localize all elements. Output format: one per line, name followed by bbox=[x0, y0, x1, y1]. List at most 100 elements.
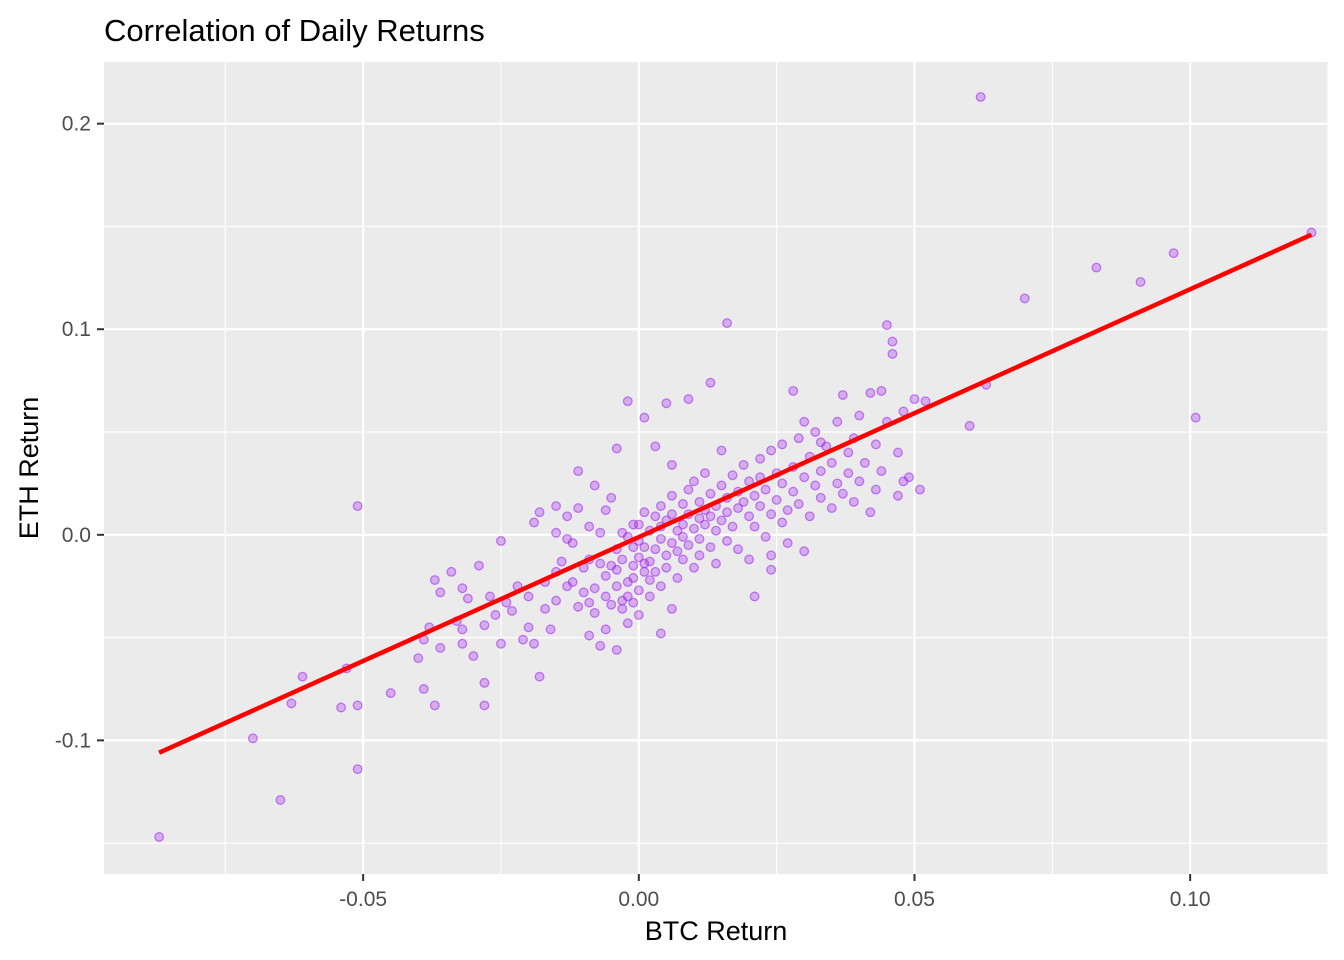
data-point bbox=[457, 638, 468, 649]
data-point bbox=[749, 521, 760, 532]
data-point bbox=[661, 562, 672, 573]
grid-lines bbox=[104, 62, 1329, 874]
data-point bbox=[915, 484, 925, 495]
data-point bbox=[639, 566, 650, 577]
data-point bbox=[655, 501, 666, 511]
data-point bbox=[677, 554, 688, 565]
data-point bbox=[385, 688, 396, 699]
data-point bbox=[567, 538, 578, 548]
data-point bbox=[727, 470, 738, 481]
data-point bbox=[661, 550, 672, 561]
x-tick-label: 0.00 bbox=[618, 888, 659, 911]
data-point bbox=[622, 591, 633, 602]
data-point bbox=[617, 603, 628, 614]
data-point bbox=[738, 496, 749, 507]
data-point bbox=[600, 505, 611, 516]
data-point bbox=[810, 480, 821, 491]
data-point bbox=[793, 433, 804, 444]
data-point bbox=[650, 441, 661, 452]
data-point bbox=[766, 509, 777, 520]
data-point bbox=[595, 527, 606, 538]
data-point bbox=[705, 511, 716, 522]
data-point bbox=[429, 575, 440, 585]
data-point bbox=[523, 591, 534, 602]
y-axis-title: ETH Return bbox=[14, 397, 44, 540]
data-point bbox=[655, 533, 666, 544]
data-point bbox=[782, 505, 793, 516]
data-point bbox=[837, 390, 848, 400]
data-point bbox=[1019, 293, 1030, 304]
data-point bbox=[644, 556, 655, 567]
data-point bbox=[766, 564, 777, 575]
data-point bbox=[843, 447, 854, 458]
data-point bbox=[457, 624, 468, 635]
data-point bbox=[716, 515, 727, 526]
data-point bbox=[633, 552, 644, 563]
data-point bbox=[650, 544, 661, 555]
data-point bbox=[573, 503, 584, 514]
data-point bbox=[551, 527, 562, 538]
data-point bbox=[523, 622, 534, 633]
data-point bbox=[755, 501, 766, 511]
data-point bbox=[716, 480, 727, 491]
data-point bbox=[854, 410, 865, 421]
data-point bbox=[633, 519, 644, 530]
data-point bbox=[815, 437, 826, 448]
data-point bbox=[617, 554, 628, 565]
data-point bbox=[595, 640, 606, 651]
data-point bbox=[297, 671, 308, 682]
data-point bbox=[859, 457, 870, 468]
data-point bbox=[622, 396, 633, 407]
data-point bbox=[435, 642, 446, 653]
data-point bbox=[694, 496, 705, 507]
data-point bbox=[562, 511, 573, 522]
data-point bbox=[738, 459, 749, 470]
data-point bbox=[573, 466, 584, 477]
data-point bbox=[694, 513, 705, 524]
data-point bbox=[672, 525, 683, 536]
data-point bbox=[507, 605, 517, 616]
y-tick-label: 0.0 bbox=[62, 524, 91, 547]
data-point bbox=[413, 653, 424, 664]
data-point bbox=[633, 610, 644, 620]
data-point bbox=[826, 503, 837, 514]
data-point bbox=[1168, 248, 1179, 259]
data-point bbox=[589, 480, 600, 491]
data-point bbox=[799, 416, 810, 427]
data-point bbox=[799, 546, 810, 557]
data-point bbox=[722, 536, 732, 546]
data-point bbox=[666, 490, 677, 501]
data-point bbox=[887, 348, 898, 359]
data-point bbox=[766, 550, 777, 561]
data-point bbox=[870, 484, 881, 495]
x-tick-label: 0.10 bbox=[1170, 888, 1211, 911]
data-point bbox=[529, 638, 540, 649]
data-point bbox=[490, 610, 501, 620]
data-point bbox=[462, 593, 473, 604]
data-point bbox=[545, 624, 556, 635]
data-point bbox=[688, 476, 699, 487]
data-point bbox=[832, 416, 843, 427]
data-point bbox=[677, 531, 688, 542]
data-point bbox=[793, 499, 804, 509]
data-point bbox=[766, 445, 777, 456]
data-point bbox=[760, 531, 771, 542]
data-point bbox=[705, 488, 716, 499]
data-point bbox=[865, 507, 876, 518]
data-point bbox=[975, 91, 986, 102]
data-point bbox=[744, 554, 755, 565]
data-point bbox=[457, 583, 468, 594]
x-tick-label: -0.05 bbox=[339, 888, 387, 911]
data-point bbox=[683, 394, 694, 405]
data-point bbox=[755, 453, 766, 464]
regression-line bbox=[158, 232, 1313, 755]
data-point bbox=[655, 581, 666, 592]
data-point bbox=[529, 517, 540, 528]
data-point bbox=[777, 517, 788, 528]
data-point bbox=[733, 503, 744, 514]
data-point bbox=[700, 468, 710, 479]
data-point bbox=[892, 490, 903, 501]
data-point bbox=[810, 427, 821, 437]
data-point bbox=[799, 472, 810, 483]
data-point bbox=[611, 443, 622, 454]
